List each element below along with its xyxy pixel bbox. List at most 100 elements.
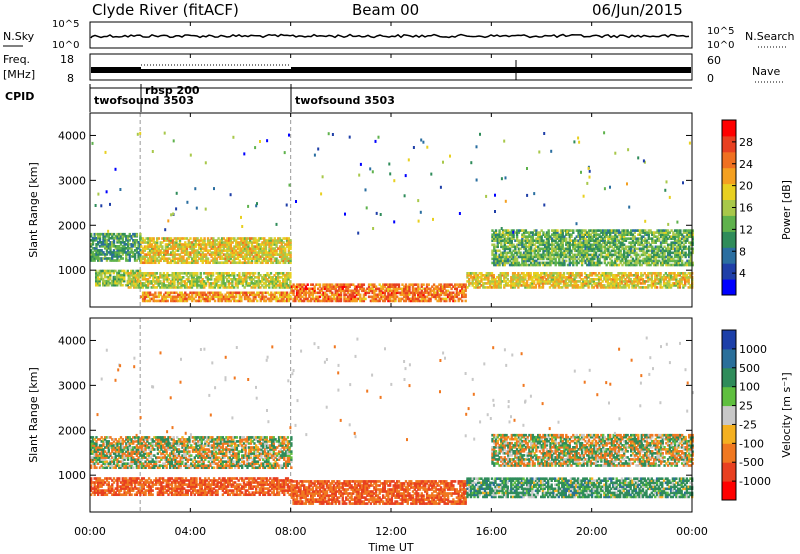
data-cell — [133, 245, 137, 248]
data-cell — [629, 282, 632, 285]
data-cell — [111, 241, 114, 244]
data-cell — [576, 284, 580, 287]
data-cell — [584, 253, 587, 257]
data-cell — [282, 278, 285, 281]
data-cell — [511, 280, 515, 283]
data-cell — [128, 259, 131, 262]
data-cell — [130, 245, 133, 248]
data-cell — [585, 278, 588, 281]
data-cell — [270, 261, 273, 265]
data-cell — [612, 261, 615, 265]
data-cell — [559, 276, 562, 279]
data-cell — [624, 233, 628, 237]
data-cell — [619, 259, 622, 263]
data-cell — [669, 284, 673, 287]
data-cell — [508, 231, 512, 234]
data-cell — [143, 249, 147, 252]
data-cell — [159, 276, 162, 279]
data-cell — [159, 293, 162, 297]
data-cell — [563, 263, 566, 267]
data-cell — [566, 247, 570, 251]
data-cell — [191, 299, 194, 303]
data-cell — [378, 293, 381, 297]
data-cell — [568, 274, 571, 277]
data-cell — [385, 287, 388, 291]
data-cell — [551, 239, 554, 243]
data-cell — [301, 287, 304, 291]
data-cell — [178, 282, 181, 285]
data-cell — [339, 291, 343, 295]
data-cell — [500, 261, 503, 265]
data-cell — [628, 233, 631, 237]
data-cell — [320, 287, 323, 291]
data-cell — [105, 279, 108, 283]
data-cell — [184, 241, 187, 244]
data-cell — [570, 257, 573, 261]
data-cell — [236, 245, 240, 248]
data-cell — [192, 237, 196, 240]
data-cell — [173, 259, 176, 263]
data-cell — [90, 251, 93, 254]
data-cell — [355, 291, 358, 295]
data-cell — [278, 295, 282, 299]
data-cell — [233, 237, 236, 240]
data-cell — [119, 247, 123, 250]
data-cell — [289, 284, 292, 287]
data-cell — [131, 269, 135, 273]
data-cell — [250, 261, 254, 265]
data-cell — [522, 255, 526, 259]
data-cell — [572, 257, 575, 261]
data-cell — [114, 277, 117, 281]
data-cell — [636, 274, 639, 277]
data-cell — [199, 274, 202, 277]
data-cell — [141, 297, 145, 301]
data-cell — [159, 257, 162, 261]
data-cell — [187, 245, 190, 248]
data-cell — [134, 276, 137, 279]
data-cell — [510, 255, 513, 259]
data-cell — [252, 291, 255, 295]
data-cell — [205, 299, 208, 303]
data-cell — [206, 299, 210, 303]
data-cell — [417, 297, 420, 301]
data-cell — [628, 241, 631, 245]
data-cell — [341, 283, 344, 287]
data-cell — [533, 247, 536, 251]
data-cell — [238, 253, 241, 256]
data-cell — [387, 291, 390, 295]
data-cell — [640, 278, 643, 281]
data-cell — [191, 261, 194, 265]
data-cell — [141, 241, 145, 244]
data-cell — [334, 289, 337, 293]
data-cell — [280, 245, 283, 248]
data-cell — [124, 283, 128, 287]
data-cell — [522, 259, 526, 263]
data-cell — [322, 293, 325, 297]
data-cell — [459, 285, 462, 289]
data-cell — [238, 299, 241, 303]
data-cell — [627, 286, 631, 289]
data-cell — [362, 295, 366, 299]
data-cell — [521, 255, 524, 259]
data-cell — [559, 231, 563, 234]
data-cell — [185, 257, 189, 261]
data-cell — [103, 271, 107, 275]
data-cell — [143, 253, 147, 256]
data-cell — [550, 284, 553, 287]
data-cell — [569, 280, 573, 283]
data-cell — [544, 247, 547, 251]
data-cell — [261, 249, 264, 252]
data-cell — [511, 282, 515, 285]
data-cell — [559, 237, 563, 241]
data-cell — [489, 272, 492, 275]
data-cell — [587, 245, 591, 249]
data-cell — [519, 263, 522, 267]
data-cell — [270, 253, 273, 256]
data-cell — [600, 251, 603, 255]
data-cell — [332, 295, 336, 299]
data-cell — [250, 272, 253, 275]
data-cell — [231, 280, 234, 283]
data-cell — [503, 286, 506, 289]
data-cell — [483, 274, 487, 277]
